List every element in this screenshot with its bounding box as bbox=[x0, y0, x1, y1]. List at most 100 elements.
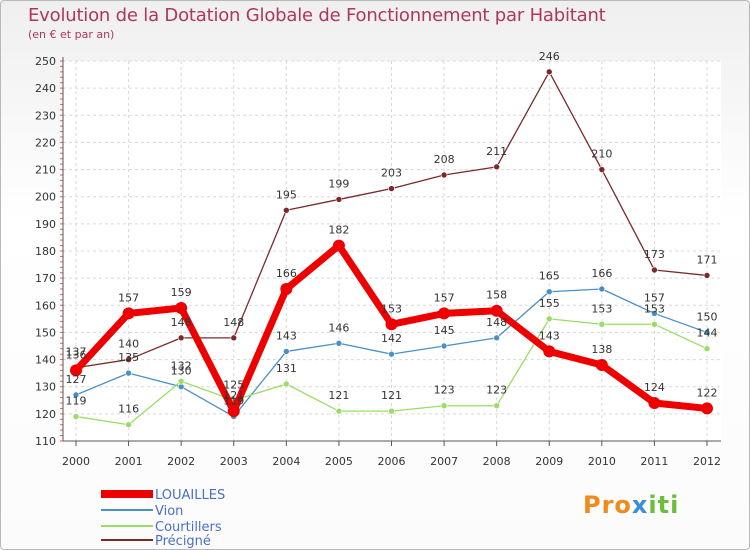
data-point bbox=[651, 266, 658, 274]
data-label: 148 bbox=[171, 316, 192, 329]
data-label: 158 bbox=[486, 289, 507, 302]
data-label: 211 bbox=[486, 145, 507, 158]
y-tick-label: 160 bbox=[35, 299, 56, 312]
x-tick-label: 2004 bbox=[272, 455, 300, 468]
data-label: 140 bbox=[118, 338, 139, 351]
data-point bbox=[283, 206, 290, 214]
data-point bbox=[651, 310, 658, 317]
data-point bbox=[283, 380, 290, 388]
data-label: 136 bbox=[66, 348, 87, 361]
data-label: 144 bbox=[697, 327, 718, 340]
legend-label: Précigné bbox=[155, 534, 211, 549]
proxiti-logo: Proxiti bbox=[583, 491, 679, 519]
legend-label: Vion bbox=[155, 504, 183, 519]
data-label: 153 bbox=[644, 302, 665, 315]
data-label: 119 bbox=[223, 395, 244, 408]
data-point bbox=[283, 348, 290, 355]
x-tick-label: 2001 bbox=[115, 455, 143, 468]
data-point bbox=[177, 383, 185, 391]
data-point bbox=[493, 334, 500, 342]
data-point bbox=[332, 239, 345, 252]
data-point bbox=[648, 397, 661, 409]
data-label: 166 bbox=[591, 267, 612, 280]
chart-title: Evolution de la Dotation Globale de Fonc… bbox=[28, 5, 606, 26]
y-tick-label: 220 bbox=[35, 136, 56, 149]
x-tick-label: 2007 bbox=[430, 455, 458, 468]
data-label: 203 bbox=[381, 167, 402, 180]
data-label: 182 bbox=[328, 224, 349, 237]
data-point bbox=[175, 302, 188, 314]
logo-part-1: Pro bbox=[583, 491, 632, 519]
y-tick-label: 240 bbox=[35, 82, 56, 95]
data-label: 157 bbox=[434, 291, 455, 304]
data-label: 127 bbox=[66, 373, 87, 386]
y-tick-label: 230 bbox=[35, 109, 56, 122]
data-point bbox=[545, 288, 553, 296]
data-point bbox=[227, 405, 240, 418]
data-point bbox=[701, 402, 713, 415]
data-label: 148 bbox=[223, 316, 244, 329]
data-point bbox=[703, 272, 711, 279]
y-tick-label: 250 bbox=[35, 55, 56, 68]
data-point bbox=[545, 68, 553, 76]
data-point bbox=[703, 329, 711, 336]
y-tick-label: 130 bbox=[35, 381, 56, 394]
x-tick-label: 2000 bbox=[62, 455, 90, 468]
y-tick-label: 190 bbox=[35, 218, 56, 231]
data-point bbox=[598, 166, 606, 173]
data-point bbox=[72, 413, 80, 420]
data-label: 123 bbox=[434, 384, 455, 397]
data-label: 138 bbox=[591, 343, 612, 356]
legend-label: LOUAILLES bbox=[155, 488, 225, 503]
data-point bbox=[125, 369, 132, 377]
data-point bbox=[335, 407, 343, 415]
y-tick-label: 120 bbox=[35, 408, 56, 421]
data-label: 124 bbox=[644, 381, 665, 394]
data-point bbox=[177, 334, 185, 342]
data-point bbox=[70, 364, 82, 377]
data-label: 246 bbox=[539, 50, 560, 63]
data-point bbox=[335, 339, 343, 347]
x-tick-label: 2011 bbox=[640, 455, 668, 468]
x-tick-label: 2009 bbox=[535, 455, 563, 468]
data-point bbox=[125, 356, 132, 363]
data-label: 199 bbox=[328, 177, 349, 190]
data-label: 159 bbox=[171, 286, 192, 299]
data-label: 210 bbox=[591, 148, 612, 161]
y-tick-label: 200 bbox=[35, 191, 56, 204]
data-label: 153 bbox=[381, 302, 402, 315]
data-label: 143 bbox=[539, 329, 560, 342]
data-label: 166 bbox=[276, 267, 297, 280]
x-tick-label: 2005 bbox=[325, 455, 353, 468]
data-point bbox=[438, 307, 451, 320]
y-tick-label: 210 bbox=[35, 164, 56, 177]
data-point bbox=[388, 407, 395, 415]
data-label: 155 bbox=[539, 297, 560, 310]
data-point bbox=[493, 402, 500, 410]
y-tick-label: 140 bbox=[35, 354, 56, 367]
data-point bbox=[545, 315, 553, 323]
data-label: 125 bbox=[223, 378, 244, 391]
y-tick-label: 180 bbox=[35, 245, 56, 258]
data-label: 148 bbox=[486, 316, 507, 329]
data-point bbox=[177, 377, 185, 385]
data-label: 165 bbox=[539, 270, 560, 283]
data-label: 208 bbox=[434, 153, 455, 166]
data-point bbox=[598, 285, 606, 293]
data-point bbox=[651, 320, 658, 328]
x-tick-label: 2008 bbox=[483, 455, 511, 468]
data-point bbox=[490, 304, 503, 317]
data-label: 150 bbox=[697, 310, 718, 323]
data-point bbox=[122, 307, 135, 320]
data-label: 121 bbox=[223, 389, 244, 402]
data-point bbox=[703, 345, 711, 353]
data-label: 123 bbox=[486, 384, 507, 397]
data-point bbox=[125, 421, 132, 429]
data-label: 119 bbox=[66, 395, 87, 408]
data-label: 122 bbox=[697, 386, 718, 399]
legend-label: Courtillers bbox=[155, 520, 222, 535]
data-label: 157 bbox=[644, 291, 665, 304]
data-label: 171 bbox=[697, 253, 718, 266]
y-tick-label: 150 bbox=[35, 326, 56, 339]
x-tick-label: 2003 bbox=[220, 455, 248, 468]
